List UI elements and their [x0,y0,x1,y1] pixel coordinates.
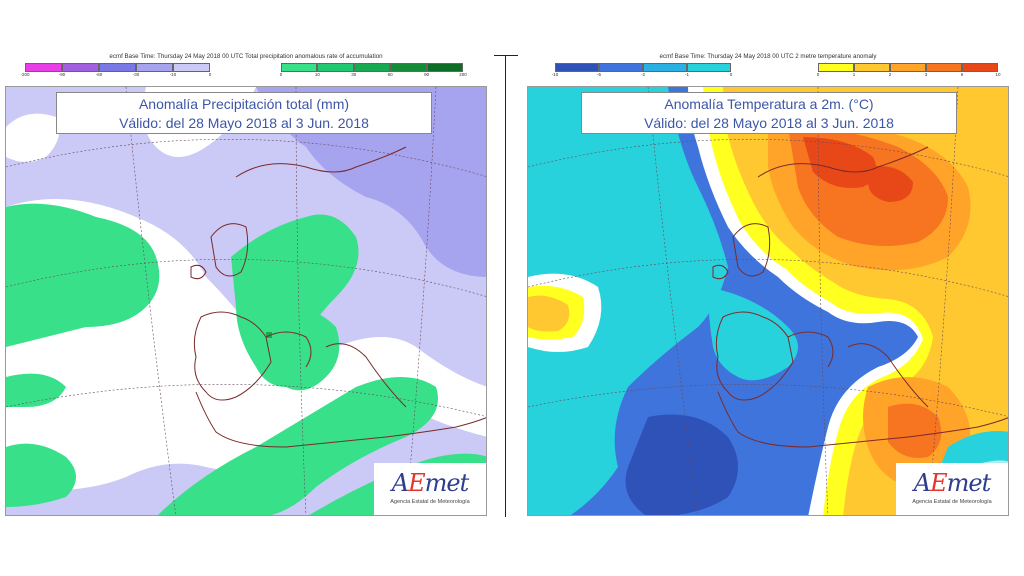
legend-tick-label: 90 [424,72,430,77]
legend-swatch [890,63,926,72]
legend-swatch [555,63,599,72]
legend-swatch [173,63,210,72]
legend-swatch [390,63,427,72]
map-title-box: Anomalía Temperatura a 2m. (°C) Válido: … [581,92,957,134]
legend-swatch [687,63,731,72]
panel-divider [505,55,506,517]
temperature-map-panel: ecmf Base Time: Thursday 24 May 2018 00 … [527,52,1009,518]
legend-swatch [281,63,318,72]
legend-tick-label: 10 [995,72,1001,77]
legend-tick-label: 0 [279,72,283,77]
logo-subtitle: Agencia Estatal de Meteorología [912,499,992,505]
map-title: Anomalía Precipitación total (mm) [138,96,350,112]
legend-tick-label: -10 [169,72,177,77]
legend-positive: 0 10 30 60 90 200 [279,63,467,79]
legend-tick-label: 60 [387,72,393,77]
legend-swatch [62,63,99,72]
map-title: Anomalía Temperatura a 2m. (°C) [664,96,874,112]
legend-tick-label: -60 [95,72,103,77]
legend-swatch [599,63,643,72]
legend-tick-label: 2 [888,72,892,77]
legend-swatch [136,63,173,72]
logo-wordmark: AEmet [913,469,991,497]
legend-tick-label: -2 [640,72,646,77]
temperature-anomaly-map: Anomalía Temperatura a 2m. (°C) Válido: … [527,86,1009,516]
map-validity: Válido: del 28 Mayo 2018 al 3 Jun. 2018 [119,115,369,131]
legend-tick-label: -90 [58,72,66,77]
legend-tick-label: 200 [459,72,467,77]
legend-tick-label: 30 [351,72,357,77]
aemet-logo: AEmet Agencia Estatal de Meteorología [896,463,1008,515]
legend-swatch [962,63,998,72]
legend-tick-label: 3 [924,72,928,77]
legend-tick-label: 0 [816,72,820,77]
legend-negative: -200 -90 -60 -30 -10 0 [20,63,212,79]
logo-subtitle: Agencia Estatal de Meteorología [390,499,470,505]
legend-tick-label: 1 [852,72,856,77]
precipitation-anomaly-map: Anomalía Precipitación total (mm) Válido… [5,86,487,516]
legend-tick-label: 0 [729,72,733,77]
legend-tick-label: 0 [208,72,212,77]
legend-swatch [25,63,62,72]
legend-tick-label: 6 [960,72,964,77]
precipitation-map-canvas [6,87,486,515]
temperature-map-canvas [528,87,1008,515]
legend-swatch [99,63,136,72]
legend-tick-label: -200 [20,72,30,77]
legend-swatch [643,63,687,72]
logo-wordmark: AEmet [391,469,469,497]
precipitation-map-panel: ecmf Base Time: Thursday 24 May 2018 00 … [5,52,487,518]
legend-swatch [426,63,464,72]
legend-swatch [854,63,890,72]
legend-tick-label: -10 [551,72,559,77]
legend-tick-label: 10 [314,72,320,77]
legend-tick-label: -5 [596,72,602,77]
legend-swatch [818,63,854,72]
legend-swatch [353,63,391,72]
legend-tick-label: -30 [132,72,140,77]
map-header: ecmf Base Time: Thursday 24 May 2018 00 … [659,53,877,60]
legend-negative: -10 -5 -2 -1 0 [551,63,733,79]
panel-divider-tick [494,55,518,56]
legend-positive: 0 1 2 3 6 10 [816,63,1001,79]
legend-swatch [926,63,962,72]
map-title-box: Anomalía Precipitación total (mm) Válido… [56,92,432,134]
map-validity: Válido: del 28 Mayo 2018 al 3 Jun. 2018 [644,115,894,131]
legend-swatch [317,63,354,72]
aemet-logo: AEmet Agencia Estatal de Meteorología [374,463,486,515]
legend-tick-label: -1 [684,72,690,77]
map-header: ecmf Base Time: Thursday 24 May 2018 00 … [109,53,383,60]
